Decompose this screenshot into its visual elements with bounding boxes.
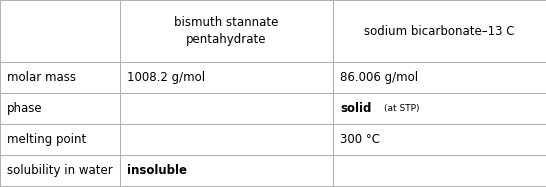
Text: solubility in water: solubility in water <box>7 164 113 177</box>
Bar <box>120 93 333 124</box>
Bar <box>333 62 546 93</box>
Text: insoluble: insoluble <box>127 164 187 177</box>
Bar <box>333 0 546 62</box>
Text: 86.006 g/mol: 86.006 g/mol <box>340 71 418 84</box>
Bar <box>120 124 333 155</box>
Bar <box>0 124 120 155</box>
Text: 300 °C: 300 °C <box>340 133 380 146</box>
Text: phase: phase <box>7 102 43 115</box>
Text: (at STP): (at STP) <box>384 104 420 113</box>
Bar <box>333 124 546 155</box>
Bar <box>120 155 333 186</box>
Bar <box>120 0 333 62</box>
Bar <box>0 0 120 62</box>
Bar <box>120 62 333 93</box>
Bar <box>0 62 120 93</box>
Bar <box>0 155 120 186</box>
Text: bismuth stannate
pentahydrate: bismuth stannate pentahydrate <box>174 16 278 46</box>
Text: sodium bicarbonate–13 C: sodium bicarbonate–13 C <box>364 24 515 38</box>
Bar <box>333 93 546 124</box>
Text: melting point: melting point <box>7 133 86 146</box>
Bar <box>0 93 120 124</box>
Bar <box>333 155 546 186</box>
Text: solid: solid <box>340 102 371 115</box>
Text: molar mass: molar mass <box>7 71 76 84</box>
Text: 1008.2 g/mol: 1008.2 g/mol <box>127 71 205 84</box>
